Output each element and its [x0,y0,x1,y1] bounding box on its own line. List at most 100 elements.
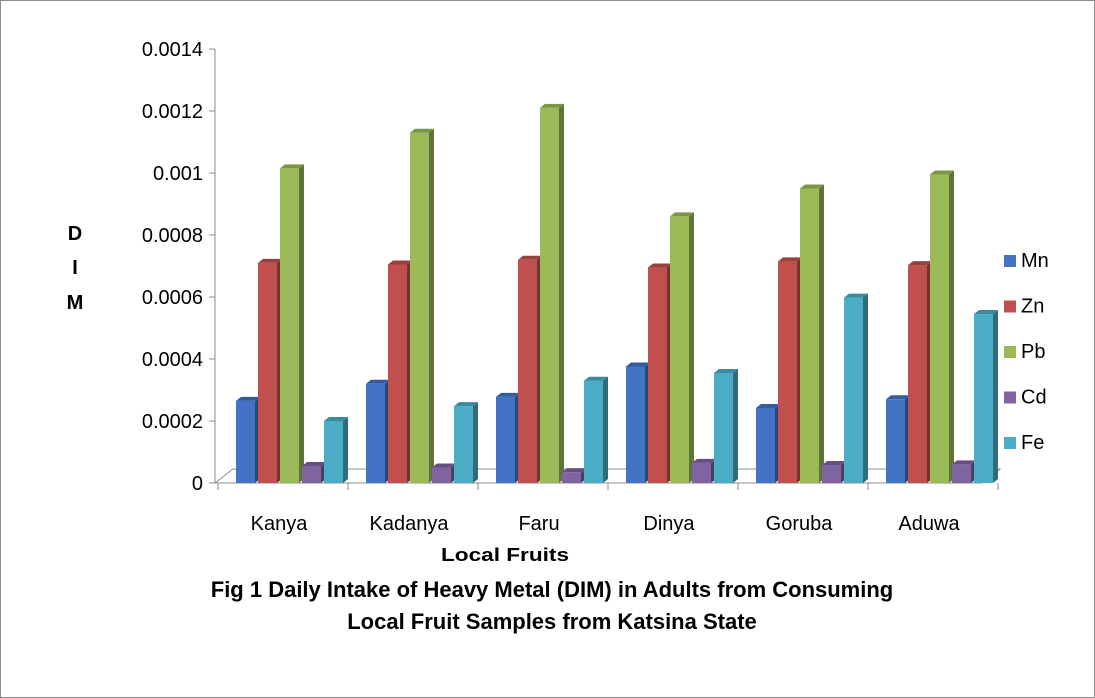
bar-front [366,383,385,483]
bar-front [584,380,603,483]
bar-zn-kanya [258,258,282,483]
bar-top [324,417,348,421]
bar-front [714,372,733,483]
legend-label-fe: Fe [1021,432,1044,454]
bar-top [974,310,998,315]
legend-swatch-mn [1004,255,1016,267]
bar-top [258,258,282,263]
bar-front [280,168,299,483]
bar-front [626,366,645,483]
bar-top [908,261,932,266]
bar-front [778,261,797,483]
bar-front [454,406,473,483]
y-tick-label: 0.0002 [142,411,203,433]
bar-pb-kadanya [410,128,434,483]
bar-cd-goruba [822,461,846,483]
bar-cd-kanya [302,461,326,483]
legend-label-mn: Mn [1021,250,1049,272]
bar-front [496,396,515,483]
bar-pb-dinya [670,212,694,483]
bar-front [756,407,775,483]
bar-cd-kadanya [432,463,456,483]
bar-cd-faru [562,468,586,483]
bar-front [886,399,905,483]
bar-side [993,310,998,483]
bar-front [800,188,819,483]
bar-top [714,368,738,373]
bar-mn-kadanya [366,379,390,483]
bar-top [626,362,650,367]
bar-pb-goruba [800,184,824,483]
bar-zn-kadanya [388,260,412,483]
bar-top [648,263,672,268]
bar-front [562,472,581,483]
bar-side [343,417,348,483]
bar-side [603,376,608,483]
bar-front [302,465,321,483]
bar-pb-faru [540,103,564,484]
x-tick-label-dinya: Dinya [643,513,695,535]
bar-top [540,103,564,108]
bar-pb-aduwa [930,170,954,484]
bar-top [778,257,802,262]
bar-top [930,170,954,175]
figure-caption-line-2: Local Fruit Samples from Katsina State [347,609,757,634]
bar-top [562,468,586,473]
x-tick-label-kanya: Kanya [251,513,309,535]
bar-front [410,132,429,483]
y-tick-label: 0.001 [153,163,203,185]
legend-swatch-cd [1004,391,1016,404]
bar-side [473,402,478,483]
y-tick-label: 0.0008 [142,225,203,247]
y-axis: 0 0.0002 0.0004 0.0006 0.0008 0.001 0.0012 0.00… [142,39,999,495]
y-axis-label-line-2: I [72,257,78,279]
x-tick-label-goruba: Goruba [766,513,834,535]
bar-front [844,297,863,483]
bar-zn-dinya [648,263,672,483]
x-tick-label-aduwa: Aduwa [898,513,960,535]
bar-front [258,262,277,483]
bar-zn-goruba [778,257,802,483]
bar-top [756,403,780,408]
bar-fe-goruba [844,293,868,483]
bar-front [432,467,451,483]
bar-side [429,128,434,483]
bar-fe-kanya [324,417,348,483]
bar-top [432,463,456,468]
bar-fe-faru [584,376,608,483]
bar-top [518,255,542,260]
bar-top [236,396,260,401]
bar-side [819,184,824,483]
legend-swatch-pb [1004,346,1016,358]
bar-front [692,462,711,483]
bar-top [584,376,608,381]
bar-front [952,464,971,483]
y-tick-label: 0 [192,473,203,495]
figure-caption-line-1: Fig 1 Daily Intake of Heavy Metal (DIM) … [211,577,893,602]
bar-top [280,164,304,169]
x-axis-label: Local Fruits [441,545,569,565]
y-tick-label: 0.0014 [142,39,203,61]
y-axis-label-line-1: D [68,223,82,245]
bar-top [844,293,868,298]
bar-front [670,216,689,483]
category-labels: Kanya Kadanya Faru Dinya Goruba Aduwa [251,513,961,535]
bar-mn-aduwa [886,395,910,483]
bar-front [236,400,255,483]
legend: Mn Zn Pb Cd Fe [1004,250,1049,454]
legend-label-pb: Pb [1021,341,1045,363]
bar-front [518,259,537,483]
bar-front [648,267,667,483]
bar-top [800,184,824,189]
x-tick-label-kadanya: Kadanya [370,513,450,535]
bar-top [670,212,694,217]
bar-mn-kanya [236,396,260,483]
bar-zn-faru [518,255,542,483]
bar-fe-aduwa [974,310,998,483]
legend-swatch-fe [1004,437,1016,449]
bar-top [366,379,390,384]
bar-front [930,174,949,484]
bar-front [540,107,559,484]
bar-top [496,392,520,397]
